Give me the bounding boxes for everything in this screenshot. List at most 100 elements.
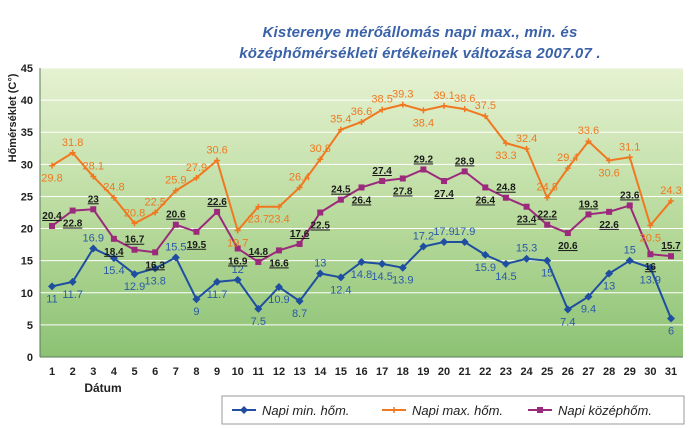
x-tick-label: 13 [293, 366, 305, 378]
mean-temp-point [441, 178, 448, 185]
min-temp-point [130, 270, 139, 279]
x-tick-label: 17 [376, 366, 388, 378]
y-tick-label: 5 [27, 320, 33, 332]
min-temp-data-label: 13.9 [392, 275, 413, 287]
max-temp-data-label: 30.6 [206, 144, 227, 156]
x-tick-label: 27 [582, 366, 594, 378]
max-temp-data-label: 32.4 [516, 133, 537, 145]
max-temp-data-label: 38.4 [413, 117, 434, 129]
max-temp-data-label: 30.8 [310, 143, 331, 155]
min-temp-data-label: 9.4 [581, 304, 596, 316]
max-temp-data-label: 31.8 [62, 137, 83, 149]
min-temp-data-label: 12 [232, 264, 244, 276]
min-temp-point [646, 263, 655, 272]
x-tick-label: 31 [665, 366, 677, 378]
max-temp-data-label: 30.6 [598, 167, 619, 179]
legend-marker-mean-temp [537, 407, 543, 413]
min-temp-data-label: 13 [314, 258, 326, 270]
mean-temp-point [193, 228, 200, 235]
y-tick-label: 20 [21, 224, 33, 236]
mean-temp-point [296, 240, 303, 247]
mean-temp-point [214, 208, 221, 215]
min-temp-data-label: 7.5 [251, 316, 266, 328]
plot-area [40, 68, 683, 357]
max-temp-point [523, 145, 530, 152]
y-tick-label: 40 [21, 95, 33, 107]
legend-label-mean-temp: Napi középhőm. [558, 403, 652, 418]
min-temp-data-label: 15.4 [103, 265, 124, 277]
min-temp-data-label: 14.8 [351, 269, 372, 281]
chart-title-line-1: Kisterenye mérőállomás napi max., min. é… [262, 24, 578, 41]
mean-temp-data-label: 16.9 [228, 256, 248, 267]
x-tick-label: 4 [111, 366, 118, 378]
mean-temp-point [399, 175, 406, 182]
x-tick-label: 10 [232, 366, 244, 378]
max-temp-data-label: 19.7 [227, 237, 248, 249]
min-temp-point [171, 253, 180, 262]
mean-temp-data-label: 16.6 [269, 258, 289, 269]
mean-temp-point [585, 211, 592, 218]
max-temp-data-label: 31.1 [619, 141, 640, 153]
mean-temp-point [523, 203, 530, 210]
y-axis-label: Hőmérséklet (C°) [7, 73, 19, 162]
x-tick-label: 15 [335, 366, 347, 378]
max-temp-data-label: 29.4 [557, 152, 578, 164]
mean-temp-data-label: 19.3 [579, 199, 599, 210]
x-tick-label: 26 [562, 366, 574, 378]
max-temp-data-label: 26.4 [289, 171, 310, 183]
mean-temp-data-label: 22.6 [599, 220, 619, 231]
max-temp-point [461, 106, 468, 113]
min-temp-data-label: 12.9 [124, 281, 145, 293]
max-temp-data-label: 39.1 [433, 90, 454, 102]
mean-temp-data-label: 20.6 [166, 210, 186, 221]
min-temp-point [667, 314, 675, 323]
mean-temp-data-label: 16 [645, 262, 657, 273]
mean-temp-data-label: 26.4 [476, 195, 496, 206]
x-tick-label: 9 [214, 366, 220, 378]
mean-temp-data-label: 27.8 [393, 186, 413, 197]
mean-temp-point [461, 168, 468, 175]
y-axis-ticks: 0 5 10 15 20 25 30 35 40 45 [21, 63, 33, 364]
max-temp-point [585, 138, 592, 145]
x-tick-label: 21 [459, 366, 471, 378]
min-temp-data-label: 15.5 [165, 241, 186, 253]
min-temp-data-label: 17.9 [433, 226, 454, 238]
x-tick-label: 3 [90, 366, 96, 378]
mean-temp-data-label: 24.5 [331, 185, 351, 196]
max-temp-data-label: 23.4 [268, 214, 289, 226]
min-temp-data-label: 7.4 [560, 316, 575, 328]
min-temp-point [501, 259, 510, 268]
max-temp-point [317, 156, 324, 163]
min-temp-point [254, 304, 263, 313]
mean-temp-point [502, 194, 509, 201]
mean-temp-data-label: 15.7 [661, 241, 681, 252]
min-temp-point [440, 238, 449, 247]
max-temp-point [358, 118, 365, 125]
min-temp-data-label: 11.7 [207, 289, 228, 301]
mean-temp-point [482, 184, 489, 191]
mean-temp-data-label: 26.4 [352, 195, 372, 206]
x-tick-label: 5 [131, 366, 137, 378]
max-temp-data-label: 36.6 [351, 106, 372, 118]
chart-title: Kisterenye mérőállomás napi max., min. é… [180, 22, 660, 64]
max-temp-data-label: 33.3 [495, 150, 516, 162]
max-temp-data-label: 39.3 [392, 89, 413, 101]
mean-temp-data-label: 16.3 [145, 260, 165, 271]
mean-temp-data-label: 16.7 [125, 235, 145, 246]
legend-label-max-temp: Napi max. hőm. [412, 403, 503, 418]
max-temp-point [626, 154, 633, 161]
mean-temp-data-label: 23 [88, 194, 100, 205]
mean-temp-data-label: 18.4 [104, 247, 124, 258]
max-temp-point [606, 157, 613, 164]
max-temp-data-label: 35.4 [330, 114, 351, 126]
y-tick-label: 25 [21, 191, 33, 203]
min-temp-data-label: 14.5 [371, 271, 392, 283]
x-tick-label: 20 [438, 366, 450, 378]
max-temp-data-label: 20.5 [640, 232, 661, 244]
min-temp-point [522, 254, 531, 263]
min-temp-data-label: 11 [46, 293, 57, 305]
x-tick-label: 12 [273, 366, 285, 378]
max-temp-data-label: 24.8 [103, 182, 124, 194]
min-temp-data-label: 17.2 [413, 231, 434, 243]
